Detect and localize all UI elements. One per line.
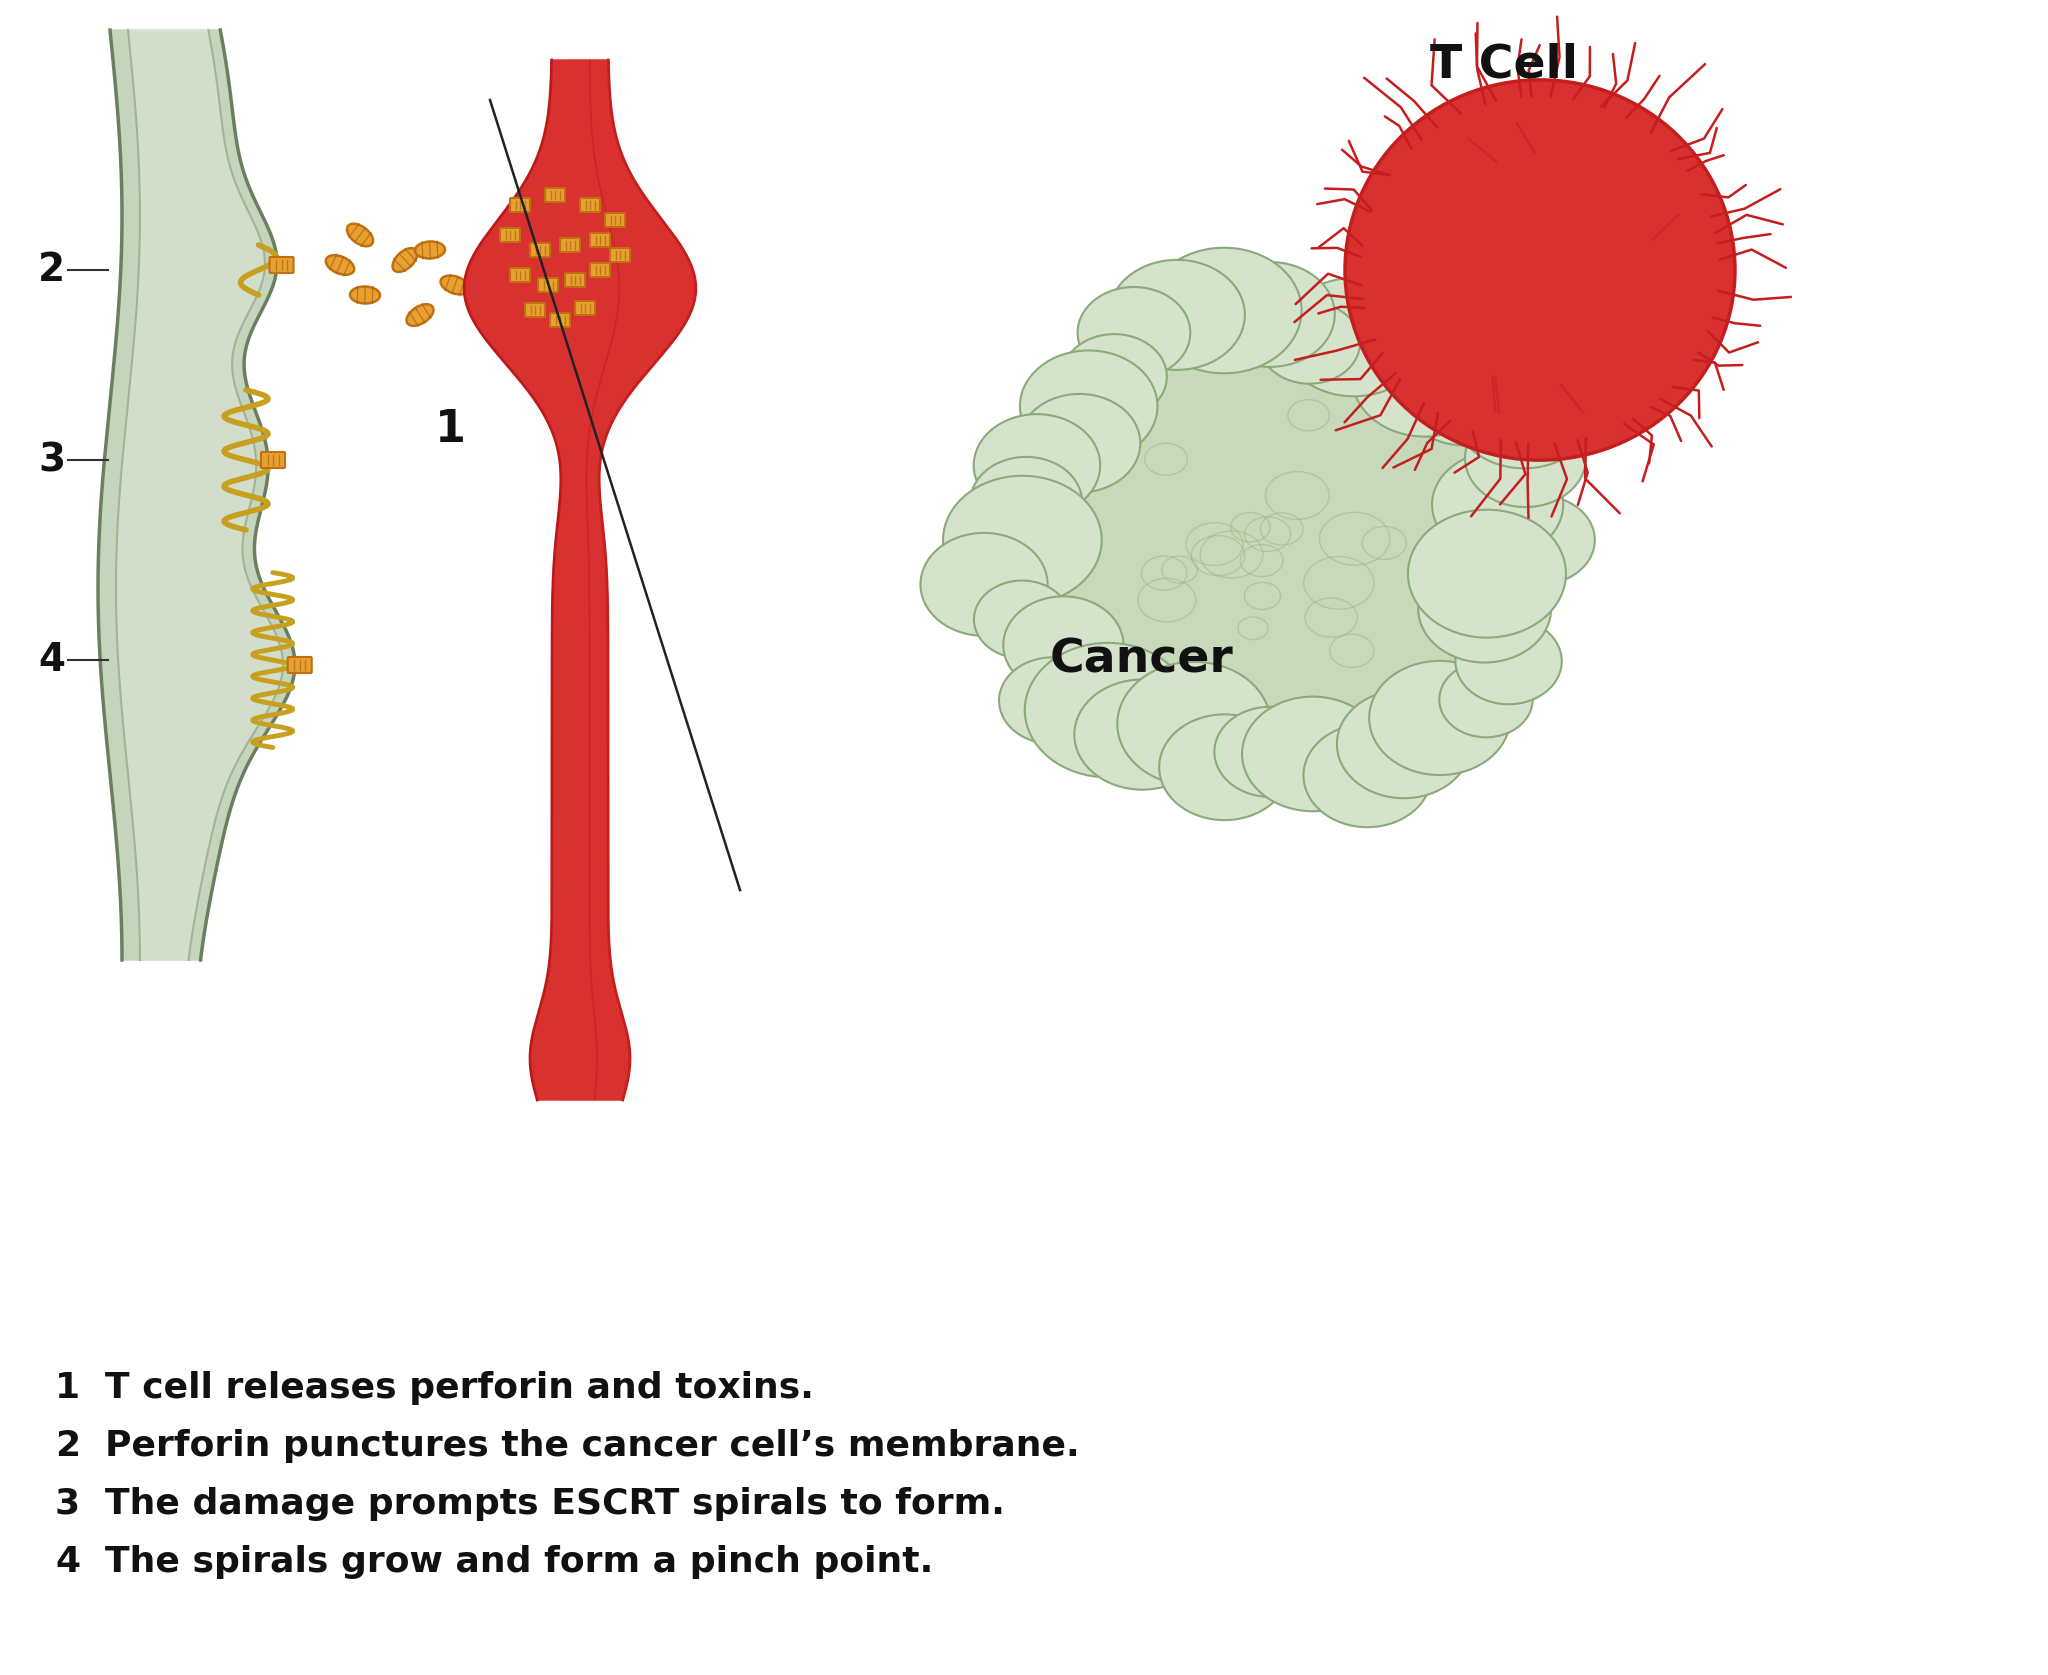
Ellipse shape xyxy=(1464,409,1585,508)
Ellipse shape xyxy=(1147,248,1303,374)
Ellipse shape xyxy=(997,290,1542,791)
Ellipse shape xyxy=(326,255,354,275)
Text: The spirals grow and form a pinch point.: The spirals grow and form a pinch point. xyxy=(104,1544,934,1580)
Ellipse shape xyxy=(942,476,1102,605)
Ellipse shape xyxy=(1303,724,1432,827)
Ellipse shape xyxy=(1454,353,1595,469)
FancyBboxPatch shape xyxy=(559,238,580,251)
FancyBboxPatch shape xyxy=(604,213,625,228)
Ellipse shape xyxy=(1024,643,1190,777)
Text: 1: 1 xyxy=(434,409,467,452)
FancyBboxPatch shape xyxy=(510,198,530,213)
FancyBboxPatch shape xyxy=(530,243,551,256)
FancyBboxPatch shape xyxy=(545,188,565,203)
Ellipse shape xyxy=(1440,662,1532,737)
Ellipse shape xyxy=(393,248,418,271)
FancyBboxPatch shape xyxy=(590,263,610,276)
Ellipse shape xyxy=(1018,394,1141,492)
Ellipse shape xyxy=(440,276,469,295)
Text: The damage prompts ESCRT spirals to form.: The damage prompts ESCRT spirals to form… xyxy=(104,1487,1006,1521)
Ellipse shape xyxy=(1485,496,1595,585)
Text: Perforin punctures the cancer cell’s membrane.: Perforin punctures the cancer cell’s mem… xyxy=(104,1429,1079,1462)
Ellipse shape xyxy=(1077,286,1190,379)
FancyBboxPatch shape xyxy=(580,198,600,213)
Ellipse shape xyxy=(1075,680,1210,789)
Ellipse shape xyxy=(1061,333,1167,419)
Text: T cell releases perforin and toxins.: T cell releases perforin and toxins. xyxy=(104,1372,813,1405)
Text: Cancer: Cancer xyxy=(1051,638,1233,682)
Ellipse shape xyxy=(1419,554,1550,663)
Text: 4: 4 xyxy=(39,642,66,678)
Text: 2: 2 xyxy=(55,1429,80,1462)
FancyBboxPatch shape xyxy=(539,278,557,291)
Ellipse shape xyxy=(1280,278,1427,397)
Text: 3: 3 xyxy=(55,1487,80,1521)
Text: 1: 1 xyxy=(55,1372,80,1405)
FancyBboxPatch shape xyxy=(524,303,545,317)
Text: 2: 2 xyxy=(39,251,66,290)
Ellipse shape xyxy=(1456,618,1563,704)
Text: 4: 4 xyxy=(55,1544,80,1580)
Ellipse shape xyxy=(920,533,1049,636)
Ellipse shape xyxy=(1352,318,1497,437)
FancyBboxPatch shape xyxy=(500,228,520,241)
FancyBboxPatch shape xyxy=(510,268,530,281)
Ellipse shape xyxy=(1241,697,1384,811)
Ellipse shape xyxy=(1204,261,1335,367)
Ellipse shape xyxy=(1405,350,1522,446)
Ellipse shape xyxy=(1118,662,1270,786)
FancyBboxPatch shape xyxy=(610,248,631,261)
FancyBboxPatch shape xyxy=(260,452,285,467)
Ellipse shape xyxy=(346,224,373,246)
Ellipse shape xyxy=(1214,707,1325,797)
Ellipse shape xyxy=(1346,80,1735,461)
FancyBboxPatch shape xyxy=(551,313,569,327)
Ellipse shape xyxy=(971,457,1081,548)
Ellipse shape xyxy=(408,305,434,327)
Polygon shape xyxy=(117,30,283,960)
Ellipse shape xyxy=(1020,350,1157,462)
FancyBboxPatch shape xyxy=(575,302,596,315)
Ellipse shape xyxy=(973,414,1100,516)
Text: T Cell: T Cell xyxy=(1430,42,1579,87)
FancyBboxPatch shape xyxy=(287,657,311,673)
Ellipse shape xyxy=(1348,313,1440,387)
Ellipse shape xyxy=(1337,690,1470,799)
Polygon shape xyxy=(528,60,696,1100)
Ellipse shape xyxy=(1108,260,1245,370)
Ellipse shape xyxy=(1260,302,1360,384)
Ellipse shape xyxy=(1432,452,1563,558)
FancyBboxPatch shape xyxy=(565,273,586,286)
FancyBboxPatch shape xyxy=(270,256,293,273)
Ellipse shape xyxy=(999,657,1106,744)
Ellipse shape xyxy=(1370,662,1509,776)
Ellipse shape xyxy=(416,241,444,258)
Text: 3: 3 xyxy=(39,441,66,479)
Ellipse shape xyxy=(975,581,1069,658)
FancyBboxPatch shape xyxy=(590,233,610,246)
Polygon shape xyxy=(98,30,295,960)
Polygon shape xyxy=(465,60,696,1100)
Ellipse shape xyxy=(1407,509,1567,638)
Ellipse shape xyxy=(1004,596,1124,693)
Ellipse shape xyxy=(350,286,381,303)
Ellipse shape xyxy=(1159,714,1290,821)
